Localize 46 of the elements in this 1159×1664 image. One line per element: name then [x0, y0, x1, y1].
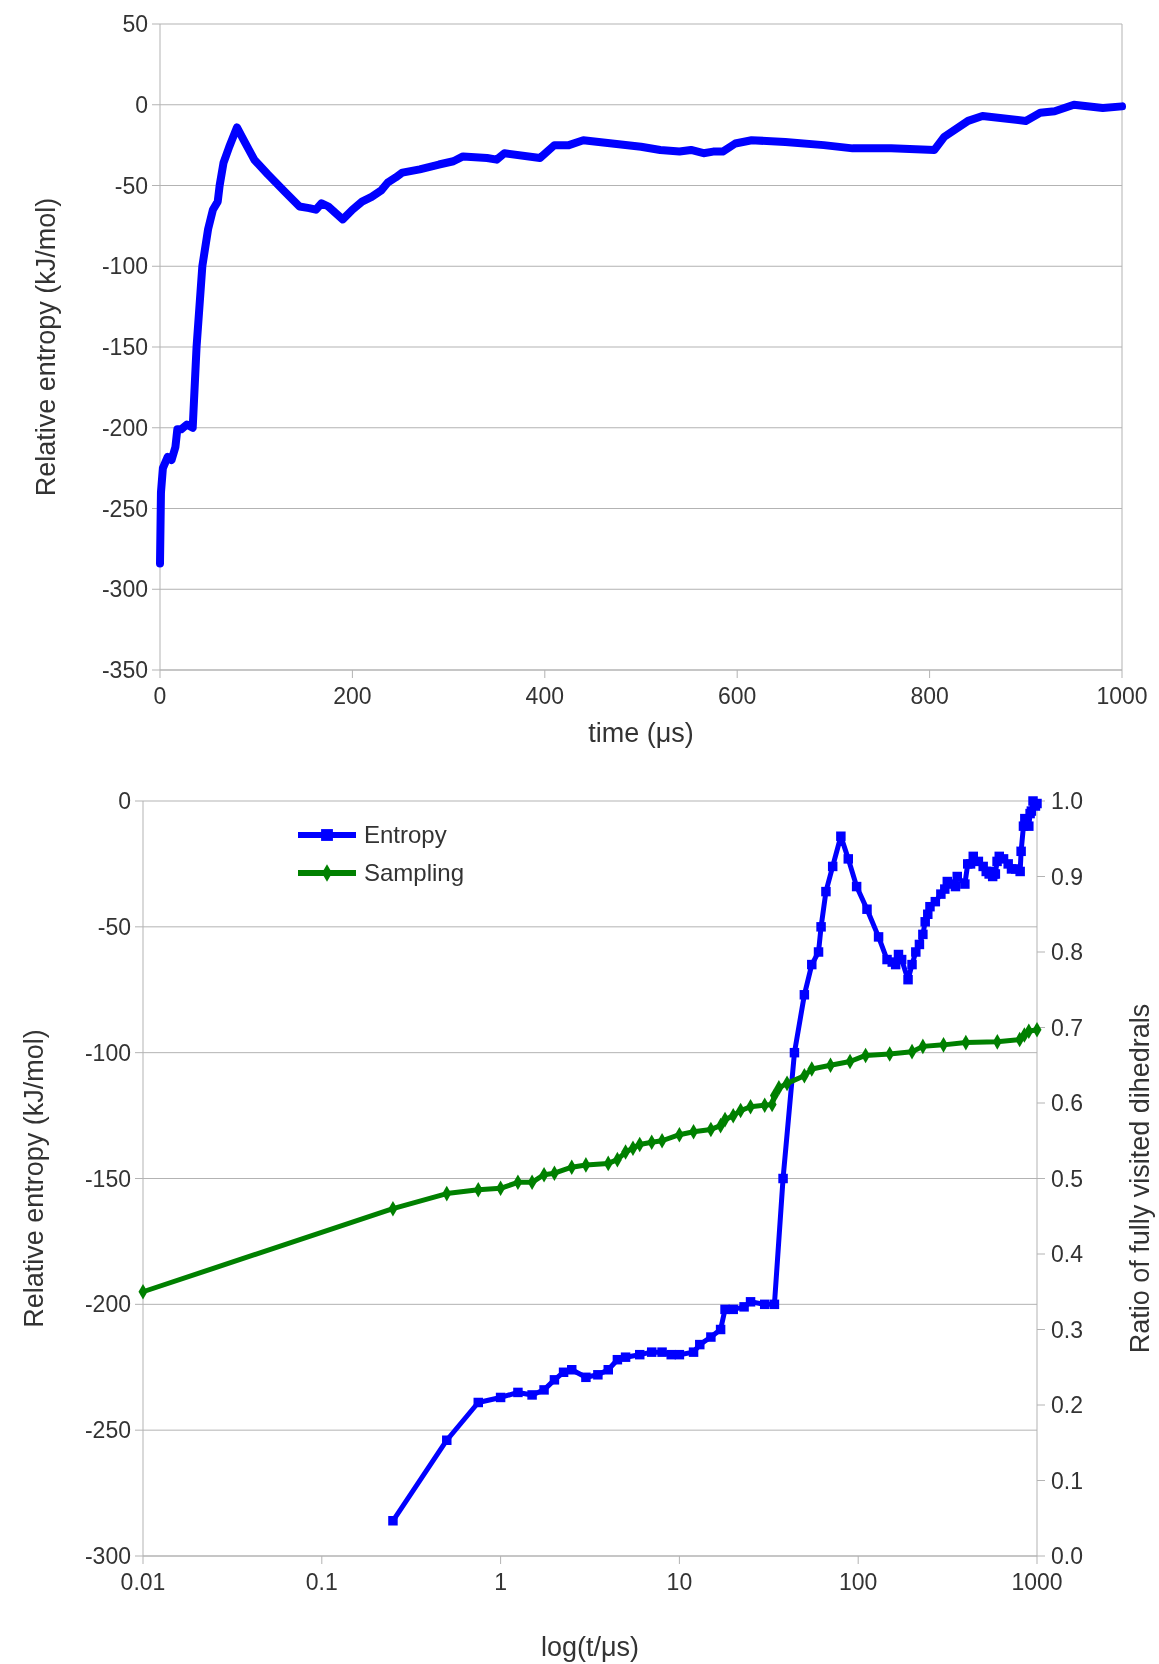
y-tick-label: -250 — [84, 1417, 131, 1444]
x-tick-label: 1 — [494, 1569, 507, 1595]
x-tick-label: 10 — [666, 1569, 693, 1595]
x-tick-label: 1000 — [1011, 1569, 1063, 1595]
y2-tick-label: 0.6 — [1051, 1090, 1083, 1117]
x-axis-title: log(t/μs) — [540, 1632, 640, 1662]
y-tick-label: 0 — [135, 91, 148, 118]
y-tick-label: -300 — [84, 1543, 131, 1570]
x-tick-label: 800 — [910, 683, 949, 709]
legend-label: Entropy — [364, 821, 447, 849]
y-tick-label: -250 — [101, 495, 148, 522]
y-tick-label: -150 — [101, 334, 148, 361]
y2-tick-label: 0.7 — [1051, 1014, 1083, 1041]
x-tick-label: 0 — [153, 683, 167, 709]
x-axis-title: time (μs) — [588, 718, 694, 748]
x-tick-label: 0.01 — [120, 1569, 166, 1595]
y2-tick-label: 0.0 — [1051, 1543, 1083, 1570]
x-tick-label: 200 — [333, 683, 372, 709]
x-tick-label: 400 — [525, 683, 564, 709]
x-tick-label: 100 — [839, 1569, 878, 1595]
y2-tick-label: 0.9 — [1051, 863, 1083, 890]
y2-axis-title: Ratio of fully visited dihedrals — [1125, 1003, 1155, 1354]
y2-tick-label: 1.0 — [1051, 788, 1083, 815]
legend-label: Sampling — [364, 859, 465, 887]
y2-tick-label: 0.2 — [1051, 1392, 1083, 1419]
y-axis-title: Relative entropy (kJ/mol) — [19, 1029, 49, 1328]
y-tick-label: -300 — [101, 576, 148, 603]
y-tick-label: 50 — [122, 11, 148, 38]
y2-tick-label: 0.8 — [1051, 939, 1083, 966]
x-tick-label: 0.1 — [305, 1569, 338, 1595]
y-tick-label: -50 — [114, 172, 148, 199]
y-tick-label: -200 — [101, 414, 148, 441]
y-tick-label: -200 — [84, 1291, 131, 1318]
y2-tick-label: 0.4 — [1051, 1241, 1084, 1268]
y-tick-label: -100 — [84, 1039, 131, 1066]
x-tick-label: 1000 — [1096, 683, 1148, 709]
y2-tick-label: 0.3 — [1051, 1316, 1083, 1343]
y-tick-label: 0 — [118, 788, 131, 815]
y-tick-label: -100 — [101, 253, 148, 280]
y-tick-label: -150 — [84, 1165, 131, 1192]
y2-tick-label: 0.1 — [1051, 1467, 1083, 1494]
y-tick-label: -50 — [97, 913, 131, 940]
y2-tick-label: 0.5 — [1051, 1165, 1083, 1192]
y-tick-label: -350 — [101, 657, 148, 684]
y-axis-title: Relative entropy (kJ/mol) — [31, 197, 61, 497]
x-tick-label: 600 — [718, 683, 757, 709]
